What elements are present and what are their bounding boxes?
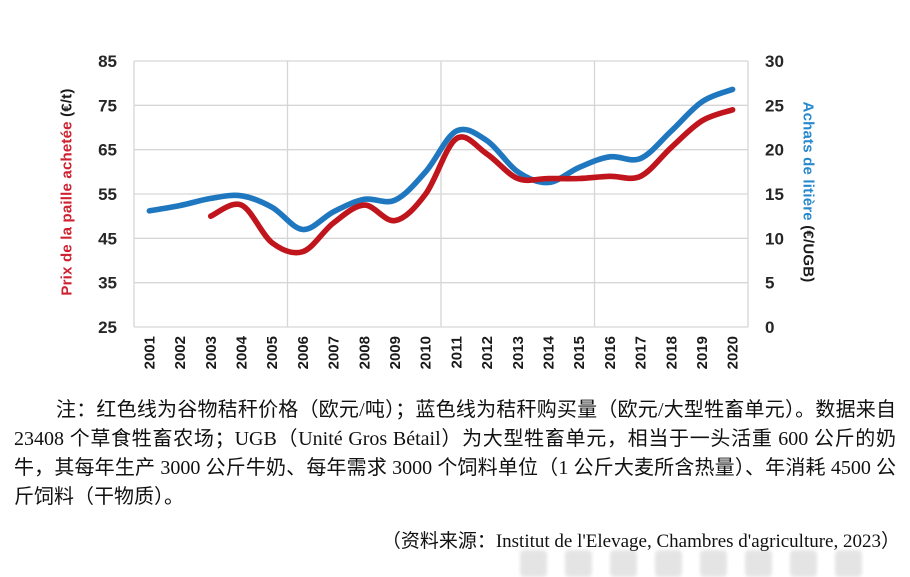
right-tick-label: 20 xyxy=(765,141,784,160)
year-label: 2012 xyxy=(479,336,496,369)
left-axis-unit: (€/t) xyxy=(58,88,76,117)
year-label: 2013 xyxy=(510,336,527,369)
year-label: 2006 xyxy=(295,336,312,369)
dual-axis-line-chart: 85 75 65 55 45 35 25 30 25 20 15 10 5 0 2001 2002 2003 20… xyxy=(59,52,817,369)
year-label: 2011 xyxy=(448,336,465,369)
year-label: 2017 xyxy=(633,336,650,369)
right-tick-label: 15 xyxy=(765,185,784,204)
right-tick-label: 5 xyxy=(765,274,774,293)
source-line: （资料来源：Institut de l'Elevage, Chambres d'… xyxy=(381,531,900,552)
series-line-litiere xyxy=(146,86,736,233)
left-tick-label: 35 xyxy=(98,274,117,293)
series-line-paille xyxy=(207,107,736,256)
left-tick-label: 45 xyxy=(98,229,117,248)
right-tick-label: 0 xyxy=(765,318,774,337)
year-label: 2002 xyxy=(172,336,189,369)
footnote: 注：红色线为谷物秸秆价格（欧元/吨）；蓝色线为秸秆购买量（欧元/大型牲畜单元）。… xyxy=(14,396,896,512)
year-label: 2016 xyxy=(602,336,619,369)
left-tick-label: 55 xyxy=(98,185,117,204)
watermark xyxy=(520,550,890,577)
left-tick-label: 75 xyxy=(98,96,117,115)
year-label: 2004 xyxy=(233,335,250,369)
year-label: 2020 xyxy=(725,336,742,369)
year-label: 2010 xyxy=(418,336,435,369)
right-axis-title-text: Achats de litière xyxy=(799,101,817,221)
year-label: 2018 xyxy=(663,336,680,369)
left-tick-label: 65 xyxy=(98,141,117,160)
right-axis-title: Achats de litière (€/UGB) xyxy=(800,102,817,283)
year-label: 2008 xyxy=(356,336,373,369)
right-axis-unit: (€/UGB) xyxy=(799,225,817,283)
right-tick-label: 10 xyxy=(765,229,784,248)
left-axis-title: Prix de la paille achetée (€/t) xyxy=(59,88,76,295)
year-label: 2003 xyxy=(203,336,220,369)
year-label: 2009 xyxy=(387,336,404,369)
year-label: 2005 xyxy=(264,336,281,369)
right-tick-label: 30 xyxy=(765,52,784,71)
left-tick-label: 85 xyxy=(98,52,117,71)
year-label: 2007 xyxy=(326,336,343,369)
year-label: 2001 xyxy=(141,336,158,369)
left-axis-title-text: Prix de la paille achetée xyxy=(58,121,76,296)
footnote-text: 注：红色线为谷物秸秆价格（欧元/吨）；蓝色线为秸秆购买量（欧元/大型牲畜单元）。… xyxy=(14,399,896,508)
right-tick-label: 25 xyxy=(765,96,784,115)
year-label: 2015 xyxy=(571,336,588,369)
left-tick-label: 25 xyxy=(98,318,117,337)
year-label: 2014 xyxy=(540,335,557,369)
year-label: 2019 xyxy=(694,336,711,369)
